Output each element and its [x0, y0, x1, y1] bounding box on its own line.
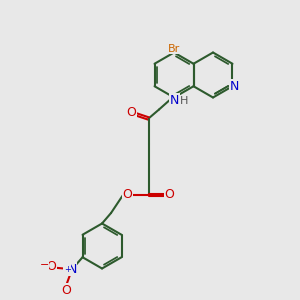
Text: H: H — [180, 95, 189, 106]
Text: −: − — [40, 260, 49, 270]
Text: O: O — [61, 284, 71, 297]
Text: N: N — [68, 263, 77, 276]
Text: O: O — [123, 188, 133, 202]
Text: O: O — [46, 260, 56, 273]
Text: Br: Br — [168, 44, 180, 54]
Text: O: O — [126, 106, 136, 119]
Text: N: N — [170, 94, 179, 107]
Text: +: + — [64, 265, 70, 274]
Text: N: N — [229, 80, 239, 93]
Text: O: O — [165, 188, 175, 202]
